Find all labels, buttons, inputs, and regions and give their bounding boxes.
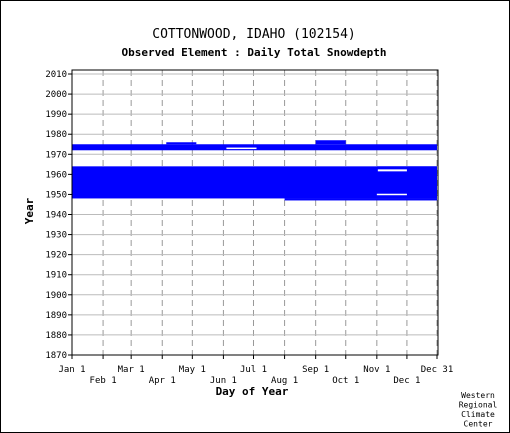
data-block: [72, 144, 437, 151]
x-tick-label: Dec 1: [393, 376, 420, 386]
y-tick-label: 1920: [45, 251, 67, 261]
y-tick-label: 1900: [45, 291, 67, 301]
x-tick-label: Apr 1: [149, 376, 176, 386]
missing-gap: [226, 147, 257, 150]
y-tick-label: 1960: [45, 170, 67, 180]
chart-subtitle: Observed Element : Daily Total Snowdepth: [122, 46, 387, 59]
x-tick-label: Nov 1: [363, 365, 390, 375]
data-marks: [72, 140, 437, 201]
y-tick-label: 1930: [45, 231, 67, 241]
credit-line: Western: [461, 391, 495, 400]
x-axis-title: Day of Year: [216, 385, 289, 398]
y-tick-label: 1890: [45, 311, 67, 321]
y-tick-label: 1870: [45, 351, 67, 361]
y-tick-label: 1980: [45, 130, 67, 140]
data-block: [315, 140, 346, 145]
x-tick-label: Jan 1: [58, 365, 85, 375]
y-tick-label: 2000: [45, 90, 67, 100]
credit-line: Center: [464, 420, 493, 429]
chart-title: COTTONWOOD, IDAHO (102154): [152, 27, 356, 42]
plot-border: [71, 69, 439, 356]
grid-lines: [71, 70, 438, 356]
y-tick-labels: 1870 1880 1890 1900 1910 1920 1930 1940 1950 1960…: [45, 70, 67, 361]
data-block: [376, 166, 437, 171]
axes: [68, 69, 439, 359]
x-tick-label: Sep 1: [302, 365, 329, 375]
credit-line: Climate: [461, 410, 495, 419]
y-tick-label: 1990: [45, 110, 67, 120]
missing-gap: [377, 169, 407, 172]
x-tick-labels: Jan 1 Mar 1 May 1 Jul 1 Sep 1 Nov 1 Dec 31 Feb …: [58, 365, 453, 386]
data-block: [166, 142, 197, 145]
x-tick-label: May 1: [179, 365, 206, 375]
data-block: [72, 166, 437, 199]
x-tick-label: Feb 1: [90, 376, 117, 386]
y-tick-label: 1910: [45, 271, 67, 281]
credit-line: Regional: [459, 401, 498, 410]
y-tick-label: 1970: [45, 150, 67, 160]
y-axis-title: Year: [23, 197, 36, 224]
y-tick-label: 1940: [45, 211, 67, 221]
data-block: [284, 198, 437, 201]
x-tick-label: Dec 31: [421, 365, 454, 375]
x-tick-label: Aug 1: [271, 376, 298, 386]
y-tick-label: 1880: [45, 331, 67, 341]
x-tick-label: Oct 1: [332, 376, 359, 386]
y-tick-label: 1950: [45, 190, 67, 200]
missing-gap: [376, 193, 407, 196]
x-tick-label: Jun 1: [210, 376, 237, 386]
x-tick-label: Mar 1: [118, 365, 145, 375]
x-tick-label: Jul 1: [240, 365, 267, 375]
y-tick-label: 2010: [45, 70, 67, 80]
